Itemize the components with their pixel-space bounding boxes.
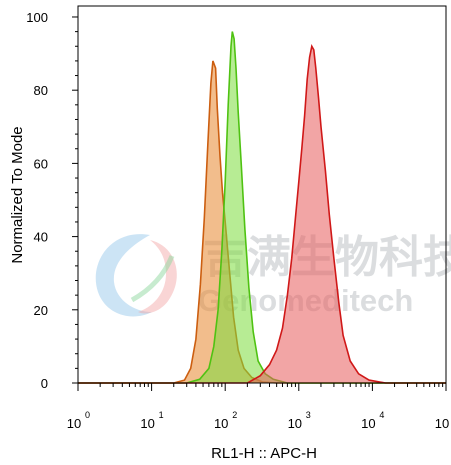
- x-tick-exponent: 2: [232, 410, 237, 420]
- x-tick-exponent: 0: [85, 410, 90, 420]
- x-axis-title: RL1-H :: APC-H: [211, 445, 317, 462]
- series-2-fill: [78, 31, 446, 383]
- x-tick-base: 10: [140, 416, 154, 431]
- x-tick-exponent: 3: [306, 410, 311, 420]
- series-1-fill: [78, 60, 446, 384]
- y-tick-label: 60: [34, 156, 48, 171]
- x-tick-exponent: 4: [379, 410, 384, 420]
- y-tick-label: 20: [34, 303, 48, 318]
- histogram-series-group: [78, 31, 446, 384]
- y-tick-label: 80: [34, 83, 48, 98]
- x-tick-base: 10: [214, 416, 228, 431]
- series-3-fill: [78, 46, 446, 384]
- y-tick-label: 0: [41, 376, 48, 391]
- plot-frame: [77, 5, 447, 384]
- x-tick-base: 10: [435, 416, 449, 431]
- y-tick-label: 100: [26, 10, 48, 25]
- x-tick-base: 10: [288, 416, 302, 431]
- series-3-line: [78, 44, 446, 384]
- y-axis-title: Normalized To Mode: [9, 126, 26, 263]
- series-2-line: [78, 31, 446, 384]
- x-axis: 100101102103104105: [67, 383, 449, 431]
- y-tick-label: 40: [34, 230, 48, 245]
- x-tick-base: 10: [67, 416, 81, 431]
- company-watermark: 吉满生物科技 Genomeditech: [95, 232, 451, 318]
- watermark-logo: [95, 234, 177, 317]
- x-tick-base: 10: [361, 416, 375, 431]
- y-axis: 0 20 40 60 80 100: [26, 10, 78, 391]
- series-1-line: [78, 60, 446, 384]
- x-tick-exponent: 1: [159, 410, 164, 420]
